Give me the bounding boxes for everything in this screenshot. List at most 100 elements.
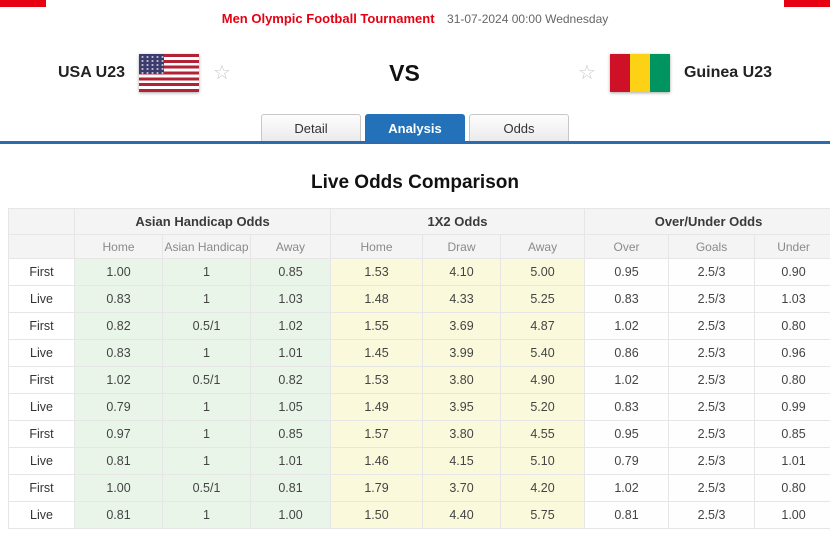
odds-cell: 1 [162,501,251,529]
odds-cell: 0.5/1 [162,474,251,502]
corner-decoration-left [0,0,46,7]
odds-cell: 4.20 [499,474,586,502]
odds-cell: 2.5/3 [668,474,756,502]
odds-row: First 1.00 1 0.85 1.53 4.10 5.00 0.95 2.5/3 0.90 [8,258,830,286]
odds-cell: 2.5/3 [668,501,756,529]
odds-row: Live 0.83 1 1.01 1.45 3.99 5.40 0.86 2.5/3 0.96 [8,339,830,367]
odds-cell: 1.00 [74,258,163,286]
odds-cell: 3.95 [422,393,501,421]
row-label: First [8,312,75,340]
col-1x2-draw: Draw [422,234,501,259]
odds-cell: 0.82 [250,366,331,394]
odds-cell: 1 [162,447,251,475]
odds-cell: 4.40 [422,501,501,529]
tab-analysis[interactable]: Analysis [365,114,465,141]
away-team-name: Guinea U23 [683,64,772,81]
odds-cell: 1.02 [250,312,331,340]
odds-cell: 0.85 [250,258,331,286]
odds-cell: 0.81 [584,501,670,529]
section-title: Live Odds Comparison [311,172,519,193]
odds-cell: 0.81 [250,474,331,502]
home-team-name: USA U23 [58,64,125,81]
odds-cell: 0.79 [74,393,163,421]
odds-cell: 1.05 [250,393,331,421]
odds-cell: 1 [162,285,251,313]
match-header: USA U23 ☆ VS ☆ Guinea U23 [0,50,830,96]
odds-cell: 2.5/3 [668,258,756,286]
tab-detail[interactable]: Detail [261,114,361,141]
odds-cell: 1.03 [754,285,830,313]
odds-cell: 0.86 [584,339,670,367]
odds-cell: 1.02 [74,366,163,394]
group-header-row: Asian Handicap Odds 1X2 Odds Over/Under … [8,208,830,235]
odds-cell: 0.99 [754,393,830,421]
corner-cell [8,234,75,259]
odds-cell: 1.01 [754,447,830,475]
odds-cell: 0.5/1 [162,312,251,340]
odds-cell: 2.5/3 [668,312,756,340]
row-label: First [8,420,75,448]
odds-row: Live 0.79 1 1.05 1.49 3.95 5.20 0.83 2.5/3 0.99 [8,393,830,421]
odds-row: Live 0.83 1 1.03 1.48 4.33 5.25 0.83 2.5/3 1.03 [8,285,830,313]
odds-cell: 4.90 [499,366,586,394]
column-header-row: Home Asian Handicap Away Home Draw Away … [8,234,830,259]
tab-underline [0,141,830,144]
odds-cell: 0.83 [74,339,163,367]
odds-cell: 4.87 [499,312,586,340]
col-ou-under: Under [754,234,830,259]
odds-cell: 0.83 [584,393,670,421]
odds-cell: 1.00 [250,501,331,529]
odds-cell: 2.5/3 [668,420,756,448]
odds-cell: 0.97 [74,420,163,448]
usa-flag-canton [138,54,164,74]
odds-cell: 0.81 [74,447,163,475]
odds-cell: 0.82 [74,312,163,340]
odds-cell: 1.02 [584,474,670,502]
odds-cell: 1.79 [330,474,423,502]
favorite-star-away-icon[interactable]: ☆ [578,62,596,84]
odds-cell: 1.53 [330,258,423,286]
odds-cell: 3.80 [422,420,501,448]
odds-cell: 1.48 [330,285,423,313]
odds-row: Live 0.81 1 1.01 1.46 4.15 5.10 0.79 2.5/3 1.01 [8,447,830,475]
odds-cell: 2.5/3 [668,285,756,313]
odds-cell: 1.57 [330,420,423,448]
away-team: ☆ Guinea U23 [578,54,772,92]
row-label: First [8,366,75,394]
tab-bar: Detail Analysis Odds [0,114,830,141]
odds-cell: 1.53 [330,366,423,394]
odds-cell: 4.33 [422,285,501,313]
odds-cell: 4.55 [499,420,586,448]
row-label: First [8,258,75,286]
row-label: Live [8,339,75,367]
odds-cell: 5.00 [499,258,586,286]
odds-cell: 4.10 [422,258,501,286]
odds-cell: 0.80 [754,366,830,394]
odds-cell: 0.79 [584,447,670,475]
odds-table-container: Asian Handicap Odds 1X2 Odds Over/Under … [0,208,830,529]
favorite-star-home-icon[interactable]: ☆ [212,62,231,84]
col-ah-home: Home [74,234,163,259]
odds-cell: 5.40 [499,339,586,367]
odds-cell: 5.25 [499,285,586,313]
odds-cell: 1 [162,420,251,448]
odds-cell: 3.69 [422,312,501,340]
odds-cell: 1 [162,339,251,367]
odds-cell: 2.5/3 [668,366,756,394]
odds-cell: 1.45 [330,339,423,367]
odds-cell: 3.70 [422,474,501,502]
odds-cell: 2.5/3 [668,447,756,475]
row-label: Live [8,447,75,475]
odds-cell: 1.03 [250,285,331,313]
odds-cell: 0.95 [584,258,670,286]
odds-cell: 0.95 [584,420,670,448]
home-team: USA U23 ☆ [58,54,231,92]
odds-cell: 1 [162,393,251,421]
odds-row: First 0.97 1 0.85 1.57 3.80 4.55 0.95 2.5/3 0.85 [8,420,830,448]
corner-decoration-right [784,0,830,7]
tab-odds[interactable]: Odds [469,114,569,141]
odds-table-body: First 1.00 1 0.85 1.53 4.10 5.00 0.95 2.5/3 0.90 L… [8,258,830,529]
row-label: Live [8,393,75,421]
odds-cell: 5.20 [499,393,586,421]
